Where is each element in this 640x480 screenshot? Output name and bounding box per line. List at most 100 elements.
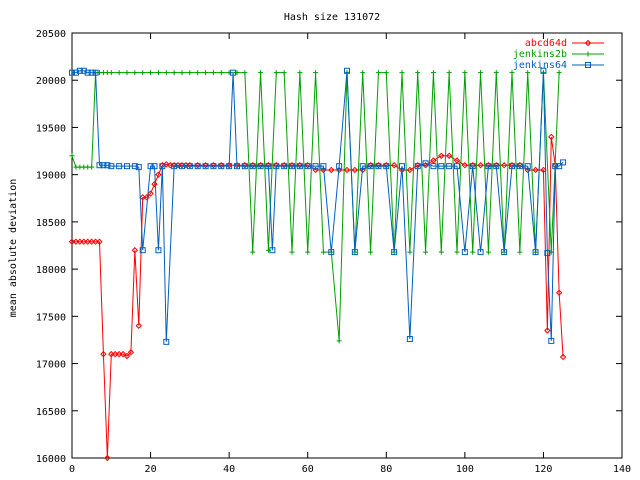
data-point-jenkins64	[159, 163, 166, 170]
axes: 0 20 40 60 80 100 120 140 16000 16500 17000 17500 18…	[36, 29, 631, 475]
data-point-abcd64d	[548, 133, 555, 141]
data-point-jenkins2b	[281, 70, 287, 76]
data-point-jenkins64	[524, 163, 531, 170]
data-point-abcd64d	[430, 157, 437, 164]
data-point-jenkins64	[218, 163, 225, 170]
y-axis-label: mean absolute deviation	[8, 179, 19, 317]
data-point-jenkins64	[226, 163, 233, 170]
data-point-jenkins64	[391, 249, 398, 256]
data-point-abcd64d	[544, 327, 551, 334]
data-point-jenkins64	[304, 163, 311, 170]
data-point-jenkins64	[72, 69, 79, 76]
data-point-jenkins2b	[368, 249, 374, 255]
data-point-jenkins64	[493, 163, 500, 170]
data-point-jenkins2b	[509, 70, 515, 76]
data-point-jenkins64	[163, 338, 170, 345]
series-line-jenkins2b	[71, 72, 560, 341]
data-point-jenkins2b	[89, 164, 95, 170]
data-point-jenkins2b	[297, 70, 303, 76]
data-point-jenkins64	[540, 67, 547, 74]
data-point-jenkins2b	[525, 70, 531, 76]
y-tick-label: 17500	[36, 312, 66, 323]
data-point-abcd64d	[147, 190, 154, 197]
y-tick-label: 19000	[36, 171, 66, 182]
legend-marker-abcd64d	[584, 39, 592, 47]
data-point-jenkins2b	[171, 70, 177, 76]
data-point-jenkins64	[84, 69, 91, 76]
data-point-jenkins64	[155, 247, 162, 254]
data-point-abcd64d	[304, 162, 311, 169]
data-point-abcd64d	[555, 289, 563, 296]
data-point-jenkins64	[92, 69, 99, 76]
series-jenkins64	[69, 67, 567, 345]
x-tick-label: 120	[534, 464, 552, 475]
data-point-jenkins64	[289, 163, 295, 170]
data-point-abcd64d	[100, 350, 107, 358]
data-point-jenkins2b	[132, 70, 138, 76]
data-point-abcd64d	[516, 162, 524, 169]
data-point-jenkins64	[422, 160, 429, 167]
data-point-jenkins64	[104, 162, 111, 169]
data-point-jenkins2b	[462, 70, 468, 76]
data-point-jenkins64	[273, 163, 280, 170]
data-point-jenkins64	[509, 163, 515, 170]
data-point-jenkins2b	[423, 249, 429, 255]
data-point-abcd64d	[351, 166, 359, 174]
data-point-jenkins64	[179, 163, 185, 170]
data-point-jenkins2b	[179, 70, 185, 76]
y-tick-label: 19500	[36, 123, 66, 134]
data-point-jenkins2b	[155, 70, 161, 76]
data-point-jenkins64	[399, 163, 405, 170]
data-point-jenkins64	[96, 162, 103, 169]
data-point-jenkins64	[210, 163, 217, 170]
x-tick-label: 40	[223, 464, 235, 475]
data-point-jenkins64	[186, 163, 193, 170]
data-point-abcd64d	[445, 152, 453, 159]
data-point-abcd64d	[143, 194, 150, 201]
series-line-jenkins64	[72, 70, 564, 342]
data-point-abcd64d	[225, 162, 233, 169]
data-point-jenkins64	[544, 250, 551, 257]
plot-frame	[71, 32, 623, 459]
data-point-jenkins2b	[250, 249, 256, 255]
data-point-jenkins64	[76, 67, 83, 74]
data-point-abcd64d	[296, 162, 304, 169]
data-point-jenkins2b	[210, 70, 216, 76]
data-point-jenkins64	[375, 163, 382, 170]
data-point-abcd64d	[477, 162, 484, 169]
data-point-abcd64d	[131, 247, 139, 254]
data-point-jenkins64	[202, 163, 209, 170]
data-point-abcd64d	[218, 162, 225, 169]
data-point-jenkins64	[454, 163, 460, 170]
data-point-abcd64d	[343, 166, 351, 174]
data-point-jenkins2b	[313, 70, 319, 76]
data-point-jenkins64	[249, 163, 256, 170]
data-point-jenkins64	[312, 163, 319, 170]
data-point-abcd64d	[135, 322, 142, 329]
series-layer	[68, 67, 567, 462]
chart-title: Hash size 131072	[284, 12, 380, 23]
data-point-jenkins2b	[438, 249, 444, 255]
data-point-jenkins64	[336, 163, 343, 170]
data-point-abcd64d	[186, 162, 194, 169]
data-point-jenkins2b	[556, 70, 562, 76]
data-point-jenkins2b	[383, 70, 389, 76]
data-point-abcd64d	[104, 454, 111, 462]
data-point-abcd64d	[202, 162, 209, 169]
data-point-jenkins64	[234, 163, 240, 170]
data-point-jenkins2b	[273, 70, 279, 76]
legend-label-jenkins64: jenkins64	[513, 60, 567, 71]
data-point-jenkins64	[532, 249, 539, 256]
data-point-abcd64d	[96, 238, 103, 245]
data-point-jenkins64	[265, 163, 272, 170]
data-point-jenkins2b	[517, 249, 523, 255]
data-point-abcd64d	[500, 162, 508, 169]
data-point-jenkins2b	[430, 70, 436, 76]
data-point-jenkins2b	[470, 249, 476, 255]
y-tick-label: 20500	[36, 29, 66, 40]
data-point-jenkins64	[296, 163, 303, 170]
data-point-abcd64d	[249, 162, 256, 169]
data-point-jenkins2b	[289, 249, 295, 255]
data-point-jenkins2b	[69, 153, 75, 159]
